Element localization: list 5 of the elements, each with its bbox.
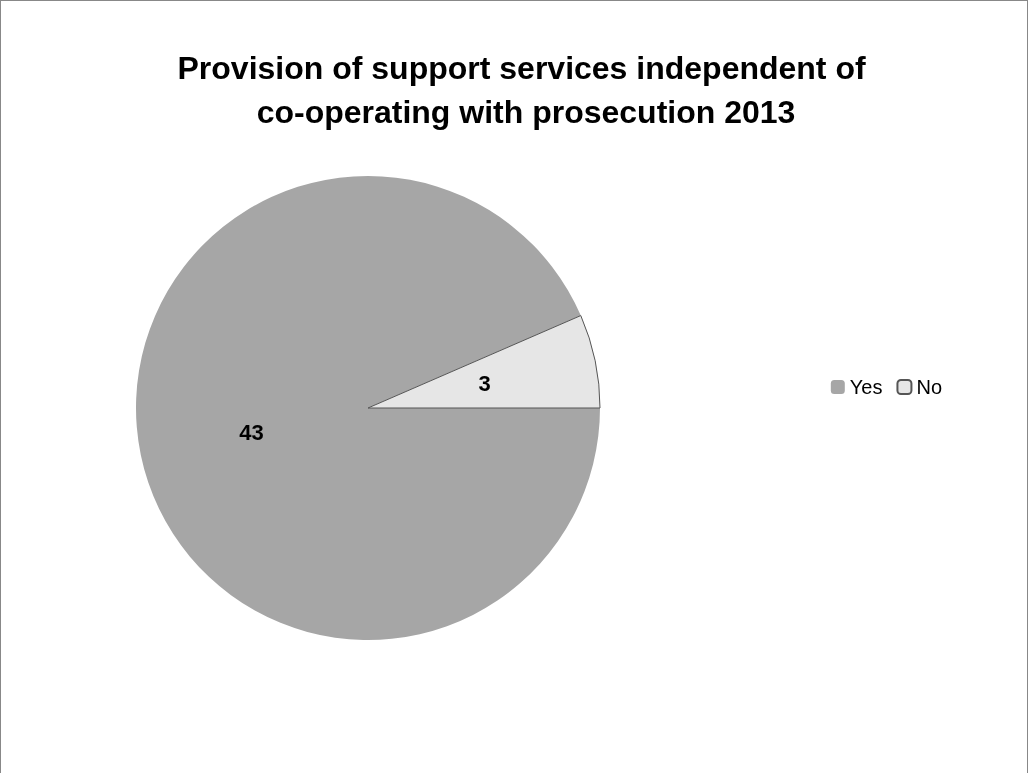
legend-label: Yes [849, 376, 883, 398]
legend-label: No [916, 376, 943, 398]
data-label: 43 [239, 419, 264, 445]
chart-title: Provision of support services independent of co-operating with prosecution 2013 [177, 50, 875, 130]
data-label: 3 [478, 371, 491, 397]
